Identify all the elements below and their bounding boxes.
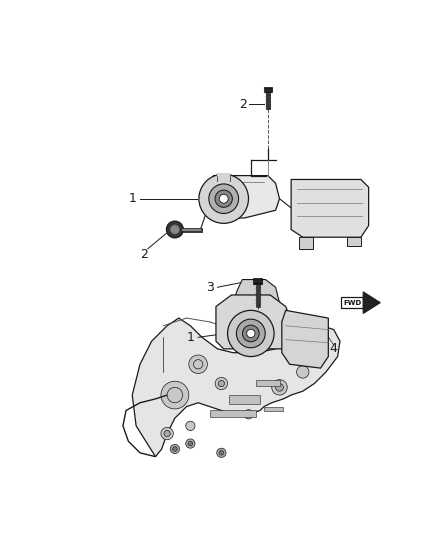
- Circle shape: [228, 310, 274, 357]
- Circle shape: [219, 194, 228, 203]
- Circle shape: [215, 190, 233, 207]
- Text: 2: 2: [239, 98, 247, 110]
- Text: 3: 3: [206, 281, 214, 294]
- Bar: [299, 237, 313, 249]
- Bar: [264, 407, 283, 411]
- Text: FWD: FWD: [343, 300, 361, 305]
- Polygon shape: [282, 310, 328, 368]
- Circle shape: [209, 184, 239, 214]
- Circle shape: [186, 439, 195, 448]
- Circle shape: [199, 174, 248, 223]
- Bar: [218, 173, 230, 181]
- Circle shape: [247, 329, 255, 337]
- Circle shape: [189, 355, 208, 374]
- Bar: [256, 379, 279, 386]
- Circle shape: [164, 431, 170, 437]
- Polygon shape: [235, 280, 279, 318]
- Bar: [266, 92, 270, 109]
- Bar: [229, 395, 260, 405]
- Circle shape: [313, 351, 324, 362]
- Bar: [347, 237, 361, 246]
- Circle shape: [186, 421, 195, 431]
- Bar: [253, 278, 262, 284]
- Circle shape: [297, 366, 309, 378]
- Circle shape: [161, 427, 173, 440]
- Bar: [264, 87, 272, 92]
- Circle shape: [194, 360, 203, 369]
- Circle shape: [218, 381, 224, 386]
- Text: 2: 2: [140, 248, 148, 261]
- Circle shape: [306, 336, 315, 346]
- Circle shape: [217, 448, 226, 457]
- Bar: [342, 297, 363, 308]
- Circle shape: [237, 319, 265, 348]
- Circle shape: [173, 447, 177, 451]
- Circle shape: [243, 325, 259, 342]
- Circle shape: [167, 387, 183, 403]
- Circle shape: [215, 377, 228, 390]
- Polygon shape: [216, 295, 293, 349]
- Polygon shape: [363, 292, 380, 313]
- Circle shape: [166, 221, 184, 238]
- Circle shape: [188, 441, 193, 446]
- Polygon shape: [132, 318, 340, 457]
- Circle shape: [161, 381, 189, 409]
- Text: 1: 1: [187, 331, 194, 344]
- Circle shape: [170, 445, 180, 454]
- Polygon shape: [206, 175, 279, 218]
- Text: 4: 4: [330, 342, 338, 356]
- Bar: [256, 284, 260, 308]
- Circle shape: [244, 410, 253, 419]
- Circle shape: [276, 384, 283, 391]
- Polygon shape: [291, 180, 369, 237]
- Bar: [210, 410, 256, 417]
- Circle shape: [272, 379, 287, 395]
- Text: 1: 1: [128, 192, 136, 205]
- Circle shape: [170, 225, 180, 234]
- Circle shape: [219, 450, 224, 455]
